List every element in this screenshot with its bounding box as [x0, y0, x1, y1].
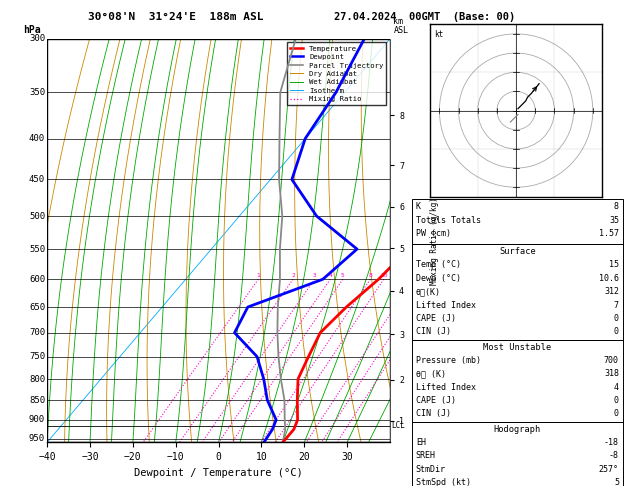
Text: 4: 4: [614, 383, 619, 392]
Text: 15: 15: [609, 260, 619, 270]
Text: 7: 7: [614, 301, 619, 310]
Text: CIN (J): CIN (J): [416, 409, 451, 418]
Text: kt: kt: [433, 30, 443, 39]
Text: 450: 450: [29, 175, 45, 184]
Text: Lifted Index: Lifted Index: [416, 383, 476, 392]
Text: Lifted Index: Lifted Index: [416, 301, 476, 310]
Text: StmDir: StmDir: [416, 465, 446, 474]
Text: CIN (J): CIN (J): [416, 328, 451, 336]
Text: EH: EH: [416, 438, 426, 447]
Text: 900: 900: [29, 416, 45, 424]
Text: 750: 750: [29, 352, 45, 361]
Text: Dewp (°C): Dewp (°C): [416, 274, 461, 283]
Text: 0: 0: [614, 396, 619, 405]
Text: StmSpd (kt): StmSpd (kt): [416, 478, 470, 486]
Text: hPa: hPa: [23, 25, 41, 35]
Text: 257°: 257°: [599, 465, 619, 474]
Text: Totals Totals: Totals Totals: [416, 216, 481, 225]
Text: 800: 800: [29, 375, 45, 383]
Text: 8: 8: [369, 273, 372, 278]
Text: 30°08'N  31°24'E  188m ASL: 30°08'N 31°24'E 188m ASL: [88, 12, 264, 22]
Text: 850: 850: [29, 396, 45, 404]
Text: 300: 300: [29, 35, 45, 43]
Text: 312: 312: [604, 287, 619, 296]
Text: 400: 400: [29, 134, 45, 143]
Text: 5: 5: [341, 273, 345, 278]
Text: CAPE (J): CAPE (J): [416, 314, 456, 323]
Text: 3: 3: [313, 273, 316, 278]
Text: CAPE (J): CAPE (J): [416, 396, 456, 405]
Text: 0: 0: [614, 409, 619, 418]
Text: 700: 700: [29, 328, 45, 337]
Text: 2: 2: [291, 273, 295, 278]
Text: Pressure (mb): Pressure (mb): [416, 356, 481, 365]
Text: 0: 0: [614, 314, 619, 323]
Text: 350: 350: [29, 88, 45, 97]
Text: SREH: SREH: [416, 451, 436, 461]
Text: Hodograph: Hodograph: [494, 425, 541, 434]
Text: -18: -18: [604, 438, 619, 447]
Text: 950: 950: [29, 434, 45, 443]
Text: 10: 10: [380, 273, 387, 278]
Text: K: K: [416, 202, 421, 211]
Text: θᴇ(K): θᴇ(K): [416, 287, 441, 296]
Text: 5: 5: [614, 478, 619, 486]
Text: PW (cm): PW (cm): [416, 229, 451, 238]
Legend: Temperature, Dewpoint, Parcel Trajectory, Dry Adiabat, Wet Adiabat, Isotherm, Mi: Temperature, Dewpoint, Parcel Trajectory…: [287, 42, 386, 105]
Text: km
ASL: km ASL: [393, 17, 408, 35]
Text: 600: 600: [29, 275, 45, 284]
Text: 4: 4: [328, 273, 332, 278]
Text: 500: 500: [29, 211, 45, 221]
Text: 27.04.2024  00GMT  (Base: 00): 27.04.2024 00GMT (Base: 00): [334, 12, 515, 22]
Text: 1.57: 1.57: [599, 229, 619, 238]
Text: LCL: LCL: [391, 421, 405, 430]
Text: 650: 650: [29, 302, 45, 312]
Text: θᴇ (K): θᴇ (K): [416, 369, 446, 379]
Text: 550: 550: [29, 244, 45, 254]
Text: -8: -8: [609, 451, 619, 461]
Text: 700: 700: [604, 356, 619, 365]
Text: Surface: Surface: [499, 247, 536, 256]
Text: 318: 318: [604, 369, 619, 379]
Text: Mixing Ratio (g/kg): Mixing Ratio (g/kg): [430, 197, 439, 284]
Text: 1: 1: [257, 273, 260, 278]
X-axis label: Dewpoint / Temperature (°C): Dewpoint / Temperature (°C): [134, 468, 303, 478]
Text: 0: 0: [614, 328, 619, 336]
Text: 8: 8: [614, 202, 619, 211]
Text: Most Unstable: Most Unstable: [483, 343, 552, 352]
Text: 10.6: 10.6: [599, 274, 619, 283]
Text: 35: 35: [609, 216, 619, 225]
Text: Temp (°C): Temp (°C): [416, 260, 461, 270]
